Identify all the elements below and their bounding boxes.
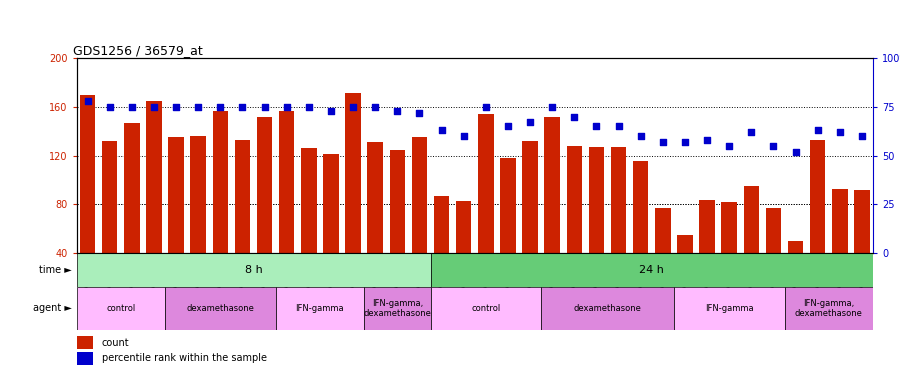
Point xyxy=(435,127,449,133)
Point xyxy=(611,123,625,129)
Bar xyxy=(346,93,361,302)
Text: IFN-gamma,
dexamethasone: IFN-gamma, dexamethasone xyxy=(364,299,431,318)
Point xyxy=(368,104,382,110)
Point xyxy=(788,149,803,155)
Bar xyxy=(788,241,804,302)
Bar xyxy=(544,117,560,302)
Bar xyxy=(541,287,674,330)
Text: 8 h: 8 h xyxy=(245,265,263,275)
Bar xyxy=(364,287,430,330)
Bar xyxy=(456,201,472,302)
Text: IFN-gamma,
dexamethasone: IFN-gamma, dexamethasone xyxy=(795,299,863,318)
Bar xyxy=(478,114,493,302)
Point xyxy=(567,114,581,120)
Bar xyxy=(302,148,317,302)
Bar xyxy=(766,208,781,302)
Text: time ►: time ► xyxy=(40,265,72,275)
Bar xyxy=(279,111,294,302)
Bar xyxy=(655,208,670,302)
Point xyxy=(479,104,493,110)
Bar xyxy=(633,160,648,302)
Bar xyxy=(522,141,538,302)
Bar xyxy=(832,189,848,302)
Bar xyxy=(500,158,516,302)
Bar xyxy=(390,150,405,302)
Bar xyxy=(367,142,382,302)
Point xyxy=(346,104,360,110)
Bar xyxy=(76,287,165,330)
Point xyxy=(147,104,161,110)
Point xyxy=(832,129,847,135)
Bar xyxy=(235,140,250,302)
Point xyxy=(523,120,537,126)
Bar xyxy=(256,117,273,302)
Text: GDS1256 / 36579_at: GDS1256 / 36579_at xyxy=(73,44,203,57)
Point xyxy=(103,104,117,110)
Text: IFN-gamma: IFN-gamma xyxy=(295,304,344,313)
Bar xyxy=(722,202,737,302)
Point xyxy=(390,108,404,114)
Point xyxy=(700,137,715,143)
Point xyxy=(855,133,869,139)
Point xyxy=(191,104,205,110)
Point xyxy=(456,133,471,139)
Point xyxy=(655,139,670,145)
Bar xyxy=(589,147,604,302)
Point xyxy=(280,104,294,110)
Text: 24 h: 24 h xyxy=(639,265,664,275)
Bar xyxy=(430,287,541,330)
Bar xyxy=(191,136,206,302)
Text: IFN-gamma: IFN-gamma xyxy=(705,304,753,313)
Text: agent ►: agent ► xyxy=(33,303,72,313)
Bar xyxy=(743,186,759,302)
Point xyxy=(235,104,249,110)
Point xyxy=(744,129,759,135)
Point xyxy=(545,104,560,110)
Text: dexamethasone: dexamethasone xyxy=(573,304,642,313)
Point xyxy=(678,139,692,145)
Bar xyxy=(434,196,449,302)
Bar xyxy=(810,140,825,302)
Bar xyxy=(275,287,364,330)
Bar xyxy=(854,190,869,302)
Bar xyxy=(677,235,693,302)
Text: control: control xyxy=(106,304,135,313)
Bar xyxy=(76,336,93,349)
Text: dexamethasone: dexamethasone xyxy=(186,304,254,313)
Bar xyxy=(76,253,430,287)
Point xyxy=(722,143,736,149)
Point xyxy=(811,127,825,133)
Point xyxy=(324,108,338,114)
Bar xyxy=(430,253,873,287)
Bar xyxy=(212,111,228,302)
Text: percentile rank within the sample: percentile rank within the sample xyxy=(102,353,266,363)
Bar xyxy=(80,95,95,302)
Bar xyxy=(165,287,275,330)
Bar xyxy=(611,147,626,302)
Bar xyxy=(124,123,140,302)
Point xyxy=(590,123,604,129)
Bar xyxy=(785,287,873,330)
Point xyxy=(124,104,139,110)
Point xyxy=(302,104,316,110)
Point xyxy=(169,104,184,110)
Point xyxy=(500,123,515,129)
Bar xyxy=(146,101,162,302)
Point xyxy=(213,104,228,110)
Point xyxy=(257,104,272,110)
Point xyxy=(634,133,648,139)
Bar xyxy=(323,154,338,302)
Point xyxy=(766,143,780,149)
Point xyxy=(80,98,94,104)
Bar xyxy=(76,352,93,365)
Bar xyxy=(567,146,582,302)
Bar xyxy=(674,287,785,330)
Text: control: control xyxy=(472,304,500,313)
Bar xyxy=(102,141,117,302)
Bar xyxy=(699,200,715,302)
Point xyxy=(412,110,427,116)
Text: count: count xyxy=(102,338,130,348)
Bar xyxy=(411,137,428,302)
Bar xyxy=(168,137,184,302)
